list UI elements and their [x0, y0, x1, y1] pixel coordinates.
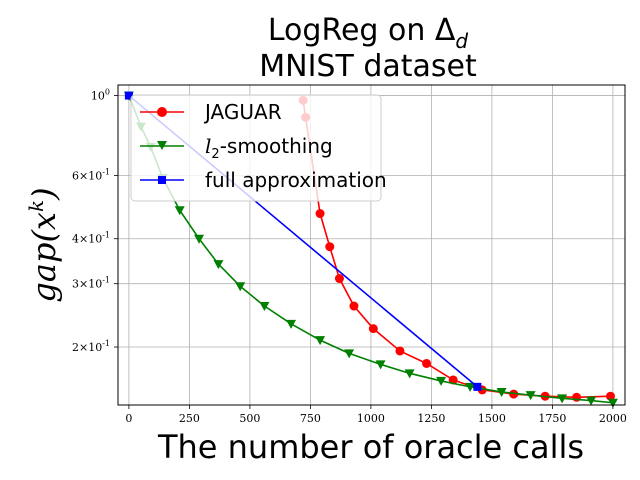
- y-tick-label: 4×10-1: [72, 231, 110, 246]
- data-point-jaguar: [368, 324, 378, 334]
- data-point-jaguar: [605, 391, 615, 401]
- data-point-l2-smoothing: [404, 369, 415, 379]
- y-tick-label: 3×10-1: [72, 276, 110, 291]
- legend: JAGUAR l2-smoothing full approximation: [130, 94, 387, 202]
- data-point-l2-smoothing: [436, 376, 447, 386]
- data-point-l2-smoothing: [607, 398, 618, 408]
- data-point-l2-smoothing: [213, 260, 224, 270]
- data-point-l2-smoothing: [525, 391, 536, 401]
- axis-ticks: 0 250 500 750 1000 1250 1500 1750 2000 100 6×10-1 4…: [72, 88, 627, 425]
- y-axis-label-sup: k: [24, 200, 48, 212]
- x-tick-label: 1250: [417, 412, 445, 425]
- legend-marker-full-approximation: [158, 176, 166, 184]
- data-point-l2-smoothing: [235, 282, 246, 292]
- plot-frame: [117, 84, 626, 406]
- legend-label-l2-rest: -smoothing: [220, 134, 333, 158]
- y-axis-label-main: gap(x: [25, 212, 63, 303]
- chart-title-line1: LogReg on Δd: [268, 13, 469, 53]
- data-point-l2-smoothing: [286, 319, 297, 329]
- x-tick-label: 1500: [478, 412, 506, 425]
- chart-title-main: LogReg on Δ: [268, 13, 456, 48]
- data-point-jaguar: [395, 346, 405, 356]
- chart-title-line2: MNIST dataset: [259, 49, 477, 84]
- legend-box: [130, 94, 382, 202]
- data-point-l2-smoothing: [174, 206, 185, 216]
- legend-marker-jaguar: [157, 107, 167, 117]
- legend-label-jaguar: JAGUAR: [203, 100, 282, 124]
- y-axis-label-end: ): [25, 187, 63, 200]
- data-point-full-approximation: [473, 382, 482, 391]
- data-point-l2-smoothing: [259, 302, 270, 312]
- data-point-l2-smoothing: [194, 234, 205, 244]
- data-point-l2-smoothing: [557, 394, 568, 404]
- legend-label-l2-base: l: [205, 134, 211, 158]
- y-tick-label: 100: [91, 88, 110, 103]
- data-point-jaguar: [422, 358, 432, 368]
- x-tick-label: 1750: [538, 412, 566, 425]
- x-tick-label: 750: [300, 412, 321, 425]
- legend-label-l2-smoothing: l2-smoothing: [205, 134, 333, 162]
- data-point-jaguar: [334, 274, 344, 284]
- x-tick-label: 0: [125, 412, 132, 425]
- x-tick-label: 500: [239, 412, 260, 425]
- data-point-jaguar: [349, 301, 359, 311]
- x-tick-label: 2000: [599, 412, 627, 425]
- y-tick-label: 2×10-1: [72, 339, 110, 354]
- data-point-jaguar: [325, 242, 335, 252]
- data-point-jaguar: [315, 209, 325, 219]
- legend-label-l2-sub: 2: [211, 147, 219, 162]
- legend-marker-l2-smoothing: [157, 141, 167, 150]
- x-axis-label: The number of oracle calls: [157, 428, 584, 466]
- legend-label-full-approximation: full approximation: [205, 168, 387, 192]
- data-point-l2-smoothing: [344, 349, 355, 359]
- data-point-full-approximation: [124, 91, 133, 100]
- x-tick-label: 250: [179, 412, 200, 425]
- x-tick-label: 1000: [357, 412, 385, 425]
- data-point-l2-smoothing: [375, 360, 386, 370]
- data-point-l2-smoothing: [465, 382, 476, 392]
- y-tick-label: 6×10-1: [72, 167, 110, 182]
- data-point-l2-smoothing: [315, 336, 326, 346]
- data-point-l2-smoothing: [496, 387, 507, 397]
- chart-title-subscript: d: [455, 29, 468, 53]
- y-axis-label: gap(xk): [24, 187, 63, 302]
- data-point-l2-smoothing: [586, 396, 597, 406]
